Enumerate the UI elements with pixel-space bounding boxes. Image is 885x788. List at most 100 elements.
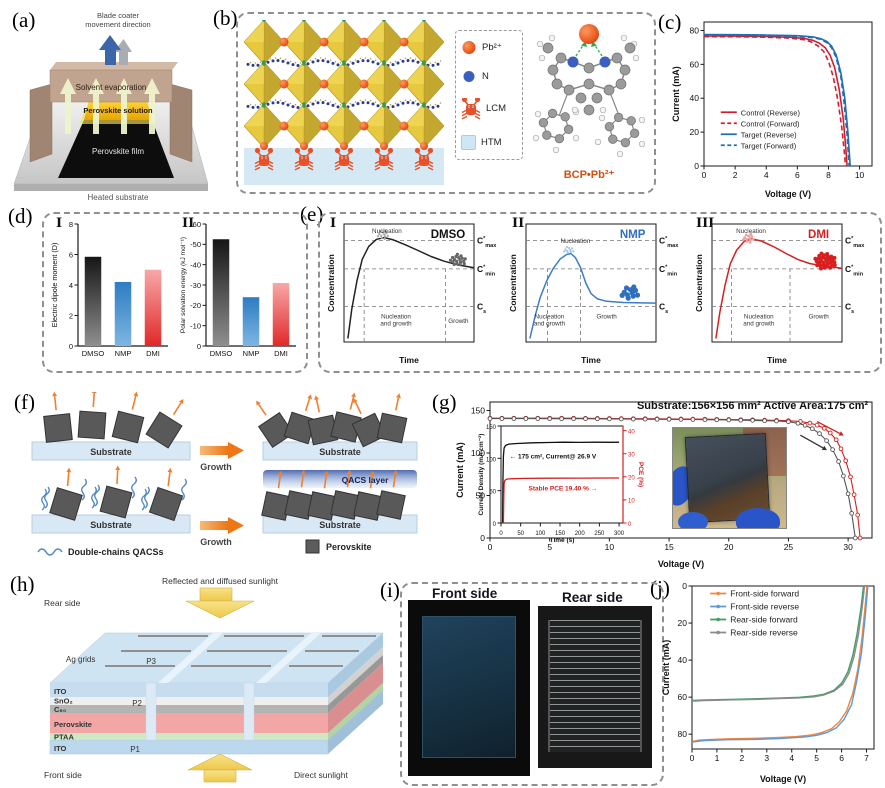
substrate-edge (14, 184, 208, 191)
crab-icon (461, 97, 481, 120)
svg-text:25: 25 (784, 542, 794, 552)
panel-label-d: (d) (8, 204, 33, 228)
svg-text:300: 300 (614, 531, 625, 537)
b-legend: Pb²⁺ N LCM HTM (455, 30, 523, 160)
svg-text:PCE (%): PCE (%) (637, 462, 644, 487)
svg-text:C*min: C*min (659, 264, 678, 278)
svg-text:-50: -50 (190, 240, 201, 249)
qacs-growth-schematic: Substrate Substrate Substrate Substrate … (31, 392, 418, 557)
rear-side-photo-label: Rear side (562, 590, 623, 605)
layer-label: ITO (54, 744, 67, 753)
direct-sunlight-label: Direct sunlight (294, 770, 348, 780)
lamer-diagram-nmp: C*max C*min Cs Time Concentration NMP Nucleati… (508, 223, 679, 365)
down-arrow-head (185, 600, 255, 619)
blade-left-post (29, 83, 53, 163)
svg-text:50: 50 (489, 490, 496, 496)
svg-text:Cs: Cs (845, 302, 854, 316)
panel-label-b: (b) (213, 6, 238, 30)
perovskite-side (328, 663, 383, 733)
svg-text:8: 8 (826, 170, 831, 180)
c60-side (328, 655, 383, 713)
blade-bar-top (50, 62, 178, 70)
svg-text:Concentration: Concentration (326, 254, 336, 312)
svg-text:200: 200 (575, 531, 586, 537)
svg-text:-20: -20 (190, 301, 201, 310)
ptaa-front (50, 733, 328, 740)
perovskite-swatch-icon (305, 539, 320, 554)
panel-b-box (236, 12, 656, 194)
svg-text:NMP: NMP (115, 349, 132, 358)
p2-label: P2 (132, 699, 142, 708)
svg-text:Target (Forward): Target (Forward) (741, 141, 797, 150)
svg-text:3: 3 (764, 753, 769, 763)
panel-label-f: (f) (14, 390, 35, 414)
n-sphere-icon (463, 71, 475, 83)
layer-label: ITO (54, 687, 67, 696)
svg-text:-10: -10 (190, 321, 201, 330)
reflected-sunlight-label: Reflected and diffused sunlight (162, 576, 279, 586)
svg-text:-60: -60 (190, 220, 201, 229)
stability-inset-chart: 0 50 100 150 200 250 300050100150010203040PCE … (478, 425, 644, 544)
svg-text:100: 100 (535, 531, 546, 537)
svg-text:150: 150 (486, 425, 497, 431)
svg-text:100: 100 (471, 448, 485, 458)
svg-text:0: 0 (628, 522, 632, 528)
panel-label-i: (i) (380, 578, 400, 602)
p2-scribe (145, 682, 157, 741)
growth-label: Growth (200, 462, 232, 472)
svg-text:6: 6 (839, 753, 844, 763)
svg-text:10: 10 (605, 542, 615, 552)
panel-label-h: (h) (10, 572, 35, 596)
legend-row-htm: HTM (456, 134, 522, 150)
subpanel-numeral: II (182, 216, 195, 231)
svg-text:R​ear-side reverse: R​ear-side reverse (730, 628, 798, 638)
electroluminescence-area (422, 616, 516, 758)
svg-text:15: 15 (664, 542, 674, 552)
p3-scribe (256, 633, 321, 683)
svg-text:Time: Time (581, 355, 601, 365)
svg-text:40: 40 (628, 429, 635, 435)
svg-text:1: 1 (715, 753, 720, 763)
svg-text:Growth: Growth (448, 318, 469, 325)
svg-text:0: 0 (197, 342, 201, 351)
svg-text:Current (mA): Current (mA) (671, 66, 681, 122)
htm-swatch-icon (461, 134, 476, 150)
svg-text:0: 0 (488, 542, 493, 552)
svg-text:250: 250 (594, 531, 605, 537)
svg-text:Growth: Growth (808, 313, 829, 320)
svg-text:0: 0 (702, 170, 707, 180)
svg-text:and growth: and growth (534, 320, 566, 327)
growth-arrow-head (228, 442, 244, 459)
legend-label: N (482, 71, 489, 83)
legend-label: Pb²⁺ (482, 42, 502, 54)
bifacial-module-schematic: Reflected and diffused sunlight Rear sid… (44, 576, 384, 783)
svg-text:Time: Time (767, 355, 787, 365)
svg-text:C*max: C*max (477, 236, 497, 250)
perovskite-film-shape (58, 120, 174, 178)
blue-arrow-icon (99, 35, 121, 65)
perovskite-solution-label: Perovskite solution (83, 106, 153, 115)
molecule-atoms (532, 24, 646, 158)
svg-text:Control (Reverse): Control (Reverse) (741, 108, 801, 117)
svg-text:Target (Reverse): Target (Reverse) (741, 130, 797, 139)
svg-text:Cs: Cs (659, 302, 668, 316)
ito-top-face (49, 632, 384, 684)
heated-substrate-label: Heated substrate (88, 193, 149, 202)
panel-e-box (318, 212, 882, 373)
panel-label-c: (c) (658, 10, 682, 34)
svg-text:Time (s): Time (s) (550, 537, 575, 544)
solvent-evaporation-arrows-icon (60, 78, 160, 134)
bcp-pb-molecule: BCP•Pb²⁺ (532, 24, 646, 181)
svg-text:0: 0 (493, 522, 497, 528)
panel-label-g: (g) (432, 390, 457, 414)
base-side-face (328, 690, 383, 754)
svg-text:DMI: DMI (808, 229, 829, 241)
substrate-label: Substrate (319, 520, 361, 530)
dipole-moment-bar-chart: 0 2 4 6 8 DMSO NMP DMI Electric dipole moment (D… (50, 220, 168, 358)
svg-text:50: 50 (517, 531, 524, 537)
svg-text:5: 5 (814, 753, 819, 763)
svg-text:0: 0 (694, 161, 699, 171)
svg-text:Control (Forward): Control (Forward) (741, 119, 800, 128)
svg-text:Concentration: Concentration (508, 254, 518, 312)
octahedra-and-crabs (244, 20, 444, 171)
